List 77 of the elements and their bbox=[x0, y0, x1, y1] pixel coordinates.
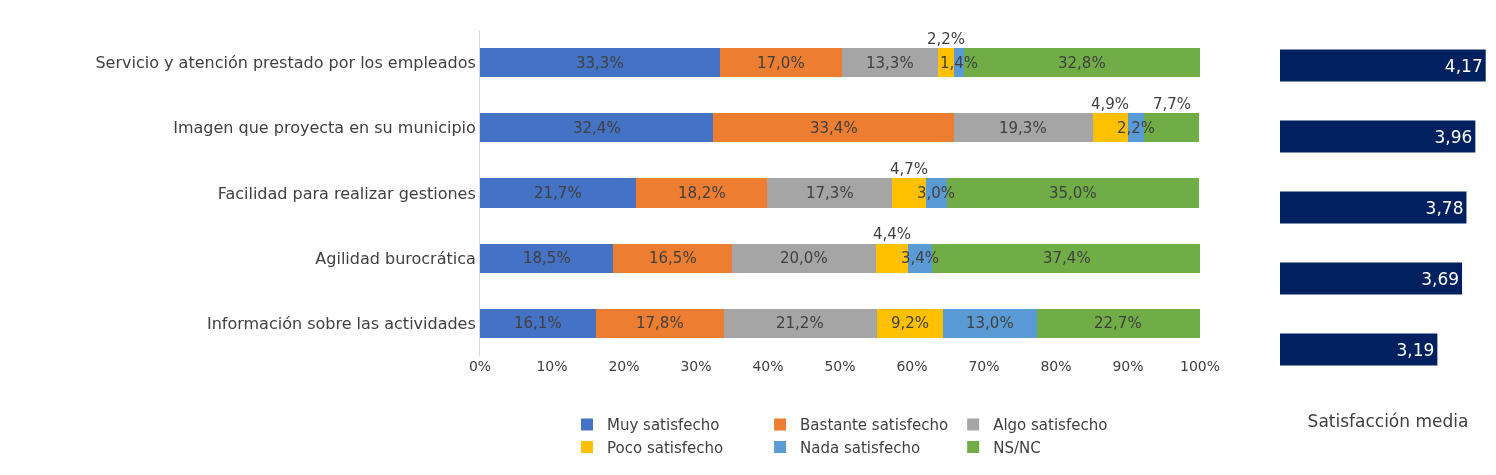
bar bbox=[1280, 120, 1476, 153]
x-tick-label: 80% bbox=[1040, 358, 1072, 374]
bar bbox=[842, 47, 938, 78]
data-label: 33,3% bbox=[576, 54, 624, 72]
x-tick-label: 40% bbox=[752, 358, 784, 374]
legend-label: Muy satisfecho bbox=[607, 416, 720, 435]
bar bbox=[480, 308, 596, 339]
legend-label: Nada satisfecho bbox=[800, 438, 921, 457]
x-tick-label: 0% bbox=[468, 358, 492, 374]
data-label: 2,2% bbox=[927, 30, 966, 48]
bar bbox=[636, 178, 768, 208]
bar bbox=[724, 308, 877, 339]
data-label: 16,1% bbox=[514, 314, 562, 332]
bar bbox=[480, 243, 614, 273]
bar bbox=[767, 178, 892, 208]
data-label: 21,2% bbox=[776, 314, 824, 332]
bar bbox=[713, 113, 954, 143]
bar bbox=[732, 243, 876, 273]
data-label: 33,4% bbox=[810, 119, 858, 137]
bar bbox=[480, 47, 720, 78]
data-label: 19,3% bbox=[999, 119, 1047, 137]
x-tick-label: 30% bbox=[680, 358, 712, 374]
data-label: 18,5% bbox=[523, 249, 571, 267]
x-tick-label: 100% bbox=[1179, 358, 1221, 374]
data-label: 1,4% bbox=[940, 54, 979, 72]
data-label: 17,0% bbox=[757, 54, 805, 72]
data-label: 3,19 bbox=[1396, 339, 1435, 360]
data-label: 3,96 bbox=[1434, 126, 1473, 147]
y-tick-label: Imagen que proyecta en su municipio bbox=[173, 118, 476, 138]
data-label: 9,2% bbox=[891, 314, 930, 332]
data-label: 32,8% bbox=[1058, 54, 1106, 72]
bar bbox=[953, 113, 1093, 143]
data-label: 22,7% bbox=[1094, 314, 1142, 332]
bar bbox=[480, 178, 637, 208]
data-label: 3,78 bbox=[1425, 197, 1464, 218]
bar bbox=[1280, 191, 1467, 224]
bar bbox=[1036, 308, 1200, 339]
x-tick-label: 50% bbox=[824, 358, 856, 374]
legend-label: Algo satisfecho bbox=[993, 416, 1108, 435]
data-label: 4,4% bbox=[873, 225, 912, 243]
data-label: 2,2% bbox=[1117, 119, 1156, 137]
x-tick-label: 10% bbox=[536, 358, 568, 374]
legend-label: NS/NC bbox=[993, 438, 1041, 457]
legend-label: Bastante satisfecho bbox=[800, 416, 949, 435]
legend-label: Poco satisfecho bbox=[607, 438, 724, 457]
data-label: 17,3% bbox=[806, 184, 854, 202]
x-tick-label: 20% bbox=[608, 358, 640, 374]
data-label: 4,9% bbox=[1091, 95, 1130, 113]
data-label: 4,17 bbox=[1444, 55, 1483, 76]
bar bbox=[1280, 262, 1463, 295]
y-tick-label: Agilidad burocrática bbox=[315, 248, 476, 268]
bar bbox=[719, 47, 843, 78]
data-label: 35,0% bbox=[1049, 184, 1097, 202]
data-label: 16,5% bbox=[649, 249, 697, 267]
data-label: 4,7% bbox=[890, 160, 929, 178]
data-label: 21,7% bbox=[534, 184, 582, 202]
bar bbox=[480, 113, 714, 143]
x-tick-label: 70% bbox=[968, 358, 1000, 374]
data-label: 20,0% bbox=[780, 249, 828, 267]
x-tick-label: 90% bbox=[1112, 358, 1144, 374]
y-tick-label: Servicio y atención prestado por los empleados bbox=[95, 53, 476, 73]
bar bbox=[595, 308, 725, 339]
data-label: 17,8% bbox=[636, 314, 684, 332]
data-label: 37,4% bbox=[1043, 249, 1091, 267]
data-label: 3,69 bbox=[1421, 268, 1460, 289]
data-label: 32,4% bbox=[573, 119, 621, 137]
data-label: 7,7% bbox=[1153, 95, 1192, 113]
y-tick-label: Información sobre las actividades bbox=[206, 314, 476, 333]
bar bbox=[613, 243, 732, 273]
bar bbox=[1280, 333, 1438, 366]
x-tick-label: 60% bbox=[896, 358, 928, 374]
x-axis-title: Satisfacción media bbox=[1307, 411, 1469, 432]
data-label: 13,3% bbox=[866, 54, 914, 72]
data-label: 18,2% bbox=[678, 184, 726, 202]
y-tick-label: Facilidad para realizar gestiones bbox=[217, 183, 476, 203]
bar bbox=[1280, 49, 1486, 82]
data-label: 13,0% bbox=[966, 314, 1014, 332]
